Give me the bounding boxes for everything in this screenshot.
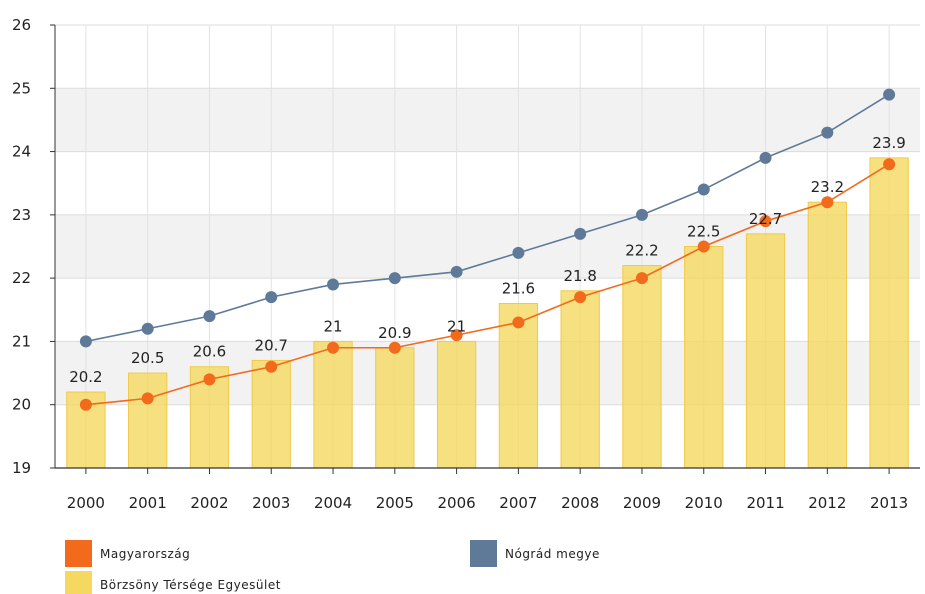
series-point	[574, 291, 587, 304]
bar-data-label: 21.6	[502, 279, 535, 297]
bar	[684, 246, 724, 469]
legend-label: Börzsöny Térsége Egyesület	[100, 578, 281, 592]
bar	[375, 347, 415, 469]
line-points	[79, 88, 896, 411]
series-point	[635, 272, 648, 285]
series-point	[821, 126, 834, 139]
bar	[313, 340, 353, 469]
series-point	[79, 398, 92, 411]
series-point	[265, 360, 278, 373]
legend: Magyarország Nógrád megye Börzsöny Térsége…	[65, 540, 600, 594]
series-point	[759, 215, 772, 228]
bar	[745, 233, 786, 469]
series-point	[203, 310, 216, 323]
legend-swatch	[65, 571, 92, 594]
bar-data-label: 21.8	[563, 267, 596, 285]
bar	[128, 372, 168, 469]
series-point	[265, 291, 278, 304]
y-tick-label: 26	[12, 16, 31, 34]
x-tick-label: 2005	[376, 494, 414, 512]
y-tick-label: 22	[12, 269, 31, 287]
bar-data-label: 20.7	[255, 336, 288, 354]
series-point	[79, 335, 92, 348]
bar	[436, 340, 477, 469]
series-point	[512, 316, 525, 329]
series-point	[512, 246, 525, 259]
data-labels: 20.2 20.5 20.6 20.7 21 20.9 21 21.6 21.8 22.2 22.5…	[69, 134, 906, 386]
x-tick-label: 2001	[129, 494, 167, 512]
x-tick-label: 2003	[252, 494, 290, 512]
series-point	[574, 227, 587, 240]
y-tick-label: 21	[12, 332, 31, 350]
y-tick-label: 20	[12, 396, 31, 414]
series-point	[388, 272, 401, 285]
series-point	[697, 240, 710, 253]
bar-data-label: 23.2	[811, 178, 844, 196]
bar-data-label: 22.5	[687, 223, 720, 241]
series-point	[697, 183, 710, 196]
bar	[498, 302, 539, 469]
series-point	[141, 392, 154, 405]
x-tick-label: 2002	[190, 494, 228, 512]
line-series	[85, 93, 890, 406]
bar-data-label: 20.6	[193, 343, 226, 361]
x-tick-label: 2006	[438, 494, 476, 512]
bar-data-label: 23.9	[872, 134, 905, 152]
x-tick-label: 2004	[314, 494, 352, 512]
series-line	[85, 163, 890, 406]
axes: 19 20 21 22 23 24 25 26 2000 2001 2002 2003 2004 2005…	[12, 16, 920, 512]
bar-data-label: 21	[447, 317, 466, 335]
y-tick-label: 19	[12, 459, 31, 477]
series-point	[883, 88, 896, 101]
bar-series	[66, 157, 909, 469]
plot-band	[55, 88, 920, 152]
bar-data-label: 20.5	[131, 349, 164, 367]
plot-bands	[55, 88, 920, 405]
bar-data-label: 20.2	[69, 368, 102, 386]
bar-data-label: 22.2	[625, 241, 658, 259]
series-point	[759, 151, 772, 164]
x-tick-label: 2009	[623, 494, 661, 512]
bar-data-label: 21	[323, 317, 342, 335]
series-point	[327, 341, 340, 354]
x-tick-label: 2013	[870, 494, 908, 512]
bar	[622, 264, 662, 469]
x-tick-label: 2008	[561, 494, 599, 512]
series-point	[203, 373, 216, 386]
x-tick-label: 2000	[67, 494, 105, 512]
series-point	[450, 265, 463, 278]
series-point	[635, 208, 648, 221]
legend-label: Magyarország	[100, 547, 190, 561]
bar-data-label: 20.9	[378, 324, 411, 342]
x-tick-label: 2011	[746, 494, 784, 512]
bar	[251, 359, 291, 469]
series-point	[141, 322, 154, 335]
plot-band	[55, 341, 920, 405]
plot-band	[55, 214, 920, 279]
x-tick-label: 2010	[685, 494, 723, 512]
series-point	[821, 196, 834, 209]
y-tick-label: 25	[12, 79, 31, 97]
series-point	[450, 329, 463, 342]
legend-label: Nógrád megye	[505, 547, 600, 561]
series-point	[388, 341, 401, 354]
bar	[869, 157, 909, 469]
legend-swatch	[470, 540, 497, 567]
bar	[560, 290, 600, 469]
legend-swatch	[65, 540, 92, 567]
x-tick-label: 2007	[499, 494, 537, 512]
y-tick-label: 23	[12, 206, 31, 224]
x-tick-label: 2012	[808, 494, 846, 512]
series-point	[327, 278, 340, 291]
bar	[807, 201, 847, 469]
y-tick-label: 24	[12, 143, 31, 161]
series-point	[883, 158, 896, 171]
bar-data-label: 22.7	[749, 210, 782, 228]
series-line	[85, 93, 890, 343]
